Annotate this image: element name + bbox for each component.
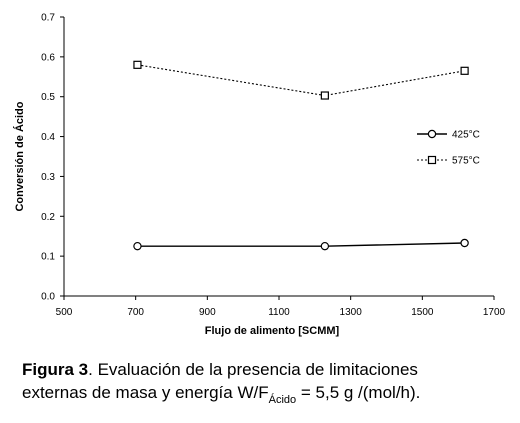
y-axis-title: Conversión de Ácido xyxy=(13,101,26,211)
y-tick-label: 0.0 xyxy=(41,292,55,303)
x-tick-label: 500 xyxy=(56,307,73,318)
caption-label: Figura 3 xyxy=(22,360,89,379)
series-line-1 xyxy=(137,242,465,247)
data-point-series-1 xyxy=(133,241,142,251)
data-point-series-1 xyxy=(460,238,469,248)
legend-marker-2 xyxy=(427,155,437,165)
data-point-series-2 xyxy=(133,60,142,69)
x-tick-label: 1100 xyxy=(268,307,290,318)
y-tick-label: 0.4 xyxy=(41,132,55,143)
legend-label-2: 575°C xyxy=(452,156,480,167)
caption-text-3: = 5,5 g /(mol/h). xyxy=(296,383,421,402)
y-tick-label: 0.3 xyxy=(41,172,55,183)
y-tick-label: 0.2 xyxy=(41,212,55,223)
data-point-series-2 xyxy=(460,66,469,75)
y-tick-label: 0.5 xyxy=(41,92,55,103)
x-tick-label: 900 xyxy=(199,307,216,318)
data-point-series-2 xyxy=(320,91,329,100)
chart: 0.0 0.1 0.2 0.3 0.4 0.5 0.6 0.7 500 700 900 1100 130… xyxy=(13,13,506,338)
figure-caption: Figura 3. Evaluación de la presencia de … xyxy=(22,358,512,406)
x-axis-title: Flujo de alimento [SCMM] xyxy=(205,325,340,337)
caption-line-2: externas de masa y energía W/FÁcido = 5,… xyxy=(22,381,512,406)
y-tick-label: 0.7 xyxy=(41,13,55,24)
x-tick-label: 700 xyxy=(127,307,144,318)
x-tick-label: 1500 xyxy=(411,307,434,318)
x-tick-label: 1300 xyxy=(340,307,363,318)
y-tick-label: 0.6 xyxy=(41,52,55,63)
y-tick-label: 0.1 xyxy=(41,252,55,263)
legend-marker-1 xyxy=(427,129,437,139)
legend-label-1: 425°C xyxy=(452,130,480,141)
caption-line-1: Figura 3. Evaluación de la presencia de … xyxy=(22,358,512,381)
caption-text-2: externas de masa y energía W/F xyxy=(22,383,269,402)
x-tick-label: 1700 xyxy=(483,307,506,318)
data-point-series-1 xyxy=(320,241,330,251)
caption-text-1: . Evaluación de la presencia de limitaci… xyxy=(88,360,418,379)
caption-subscript: Ácido xyxy=(268,394,297,406)
series-line-2 xyxy=(137,64,465,97)
